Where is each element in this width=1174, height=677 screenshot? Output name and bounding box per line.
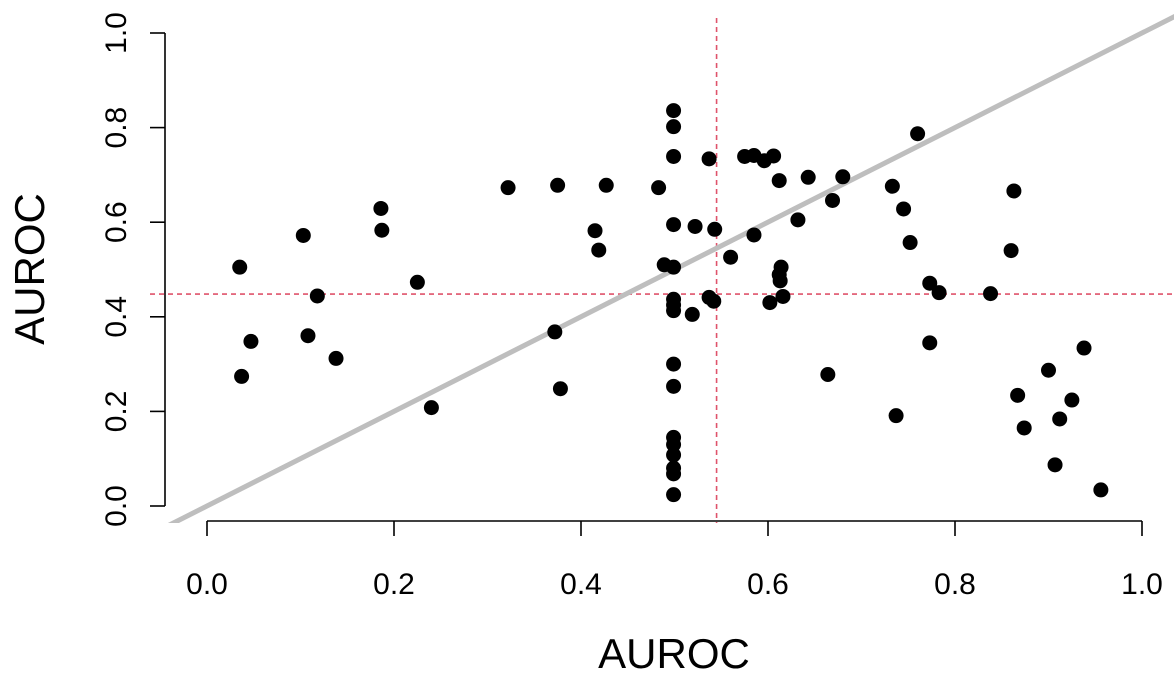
data-point [772, 273, 788, 289]
y-tick-label: 0.2 [100, 391, 133, 433]
data-point [587, 223, 603, 239]
data-point [1006, 183, 1022, 199]
reference-lines [150, 18, 1174, 523]
y-tick-label: 0.0 [100, 485, 133, 527]
data-point [547, 324, 563, 340]
x-tick-label: 0.8 [934, 568, 976, 601]
data-point [550, 177, 566, 193]
data-point [1010, 387, 1026, 403]
data-point [666, 103, 682, 119]
data-point [762, 295, 778, 311]
data-point [500, 180, 516, 196]
x-tick-label: 0.6 [747, 568, 789, 601]
data-point [896, 201, 912, 217]
data-point [800, 169, 816, 185]
data-point [835, 169, 851, 185]
data-point [922, 275, 938, 291]
data-point [651, 180, 667, 196]
data-point [552, 381, 568, 397]
x-axis-label: AUROC [598, 630, 750, 677]
data-point [706, 293, 722, 309]
data-point [309, 288, 325, 304]
diagonal-line-layer [167, 14, 1174, 523]
data-point [1093, 482, 1109, 498]
x-tick-label: 1.0 [1121, 568, 1163, 601]
x-tick-label: 0.0 [186, 568, 228, 601]
data-point [666, 356, 682, 372]
data-point [687, 218, 703, 234]
data-point [723, 249, 739, 265]
data-point [790, 212, 806, 228]
data-point [409, 274, 425, 290]
axes: 0.0 0.2 0.4 0.6 0.8 1.0 0.0 0.2 0.4 0.6 0.8 1.0 [100, 12, 1163, 601]
data-point [374, 222, 390, 238]
data-point [666, 259, 682, 275]
data-point [300, 328, 316, 344]
data-point [598, 177, 614, 193]
data-point [373, 200, 389, 216]
data-point [820, 367, 836, 383]
data-point [591, 242, 607, 258]
data-point [666, 437, 682, 453]
data-point [707, 221, 723, 237]
data-point [1041, 362, 1056, 378]
data-point [746, 227, 762, 243]
data-point [902, 235, 918, 251]
data-point [773, 259, 789, 275]
data-point [666, 217, 682, 233]
data-point [666, 303, 682, 319]
data-point [423, 400, 439, 416]
data-point [684, 306, 700, 322]
data-point [666, 378, 682, 394]
data-point [701, 151, 717, 167]
data-point [1003, 243, 1019, 259]
y-tick-label: 0.6 [100, 201, 133, 243]
data-point [295, 227, 311, 243]
diagonal-line [167, 14, 1174, 523]
x-tick-label: 0.4 [560, 568, 602, 601]
data-point [234, 368, 250, 384]
data-point [666, 119, 682, 135]
data-point [1064, 392, 1080, 408]
data-point [243, 333, 259, 349]
data-point [1016, 420, 1032, 436]
data-point [666, 447, 682, 463]
data-point [884, 178, 900, 194]
data-point [771, 173, 787, 189]
data-point [1047, 457, 1063, 473]
x-tick-label: 0.2 [373, 568, 415, 601]
data-point [666, 466, 682, 482]
y-tick-label: 0.8 [100, 107, 133, 149]
data-point [825, 192, 841, 208]
data-point [232, 259, 248, 275]
data-point [775, 288, 791, 304]
data-point [766, 148, 782, 164]
data-point [983, 286, 999, 302]
data-point [328, 350, 344, 366]
data-point [931, 285, 947, 301]
data-point [666, 148, 682, 164]
data-point [666, 487, 682, 503]
data-point [888, 408, 904, 424]
data-point [922, 335, 938, 351]
data-points [232, 103, 1109, 503]
data-point [1052, 411, 1068, 427]
data-point [1076, 340, 1092, 356]
y-axis-label: AUROC [6, 193, 53, 345]
data-point [910, 126, 926, 142]
y-tick-label: 0.4 [100, 296, 133, 338]
y-tick-label: 1.0 [100, 12, 133, 54]
